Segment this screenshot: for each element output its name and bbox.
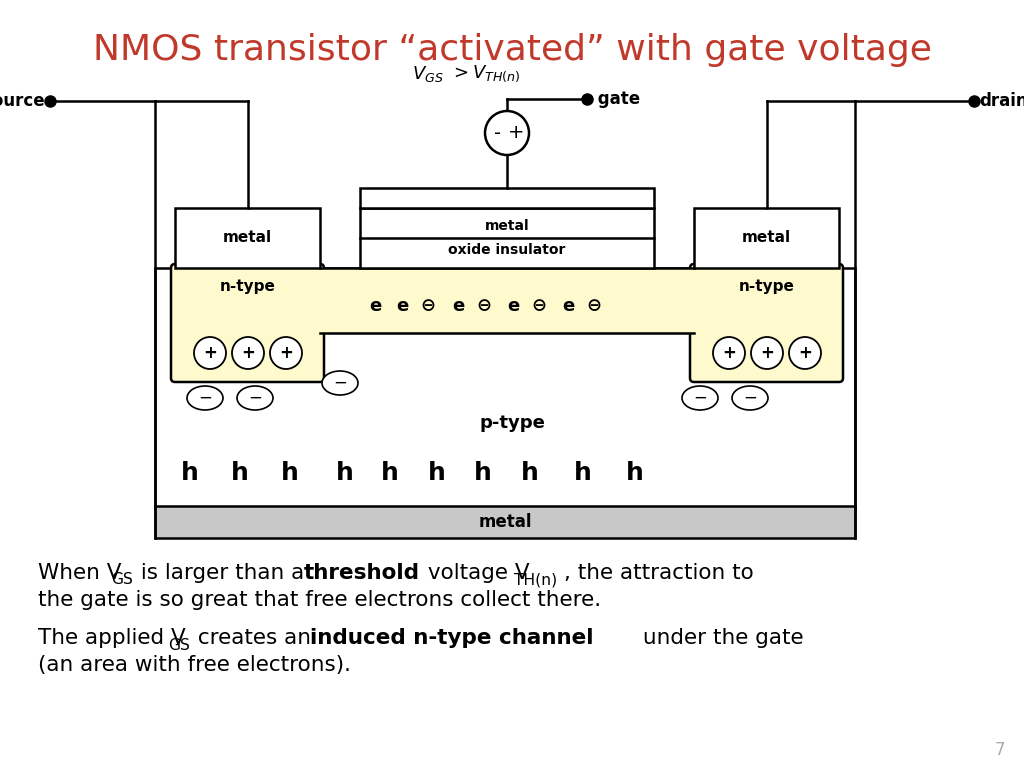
Text: h: h xyxy=(474,461,492,485)
Ellipse shape xyxy=(187,386,223,410)
Circle shape xyxy=(270,337,302,369)
Circle shape xyxy=(751,337,783,369)
Bar xyxy=(360,188,654,208)
Text: e: e xyxy=(452,297,464,315)
Text: +: + xyxy=(760,344,774,362)
Text: 7: 7 xyxy=(994,741,1005,759)
Text: h: h xyxy=(281,461,299,485)
Bar xyxy=(155,506,855,538)
Circle shape xyxy=(790,337,821,369)
Text: -: - xyxy=(495,124,502,143)
Text: n-type: n-type xyxy=(219,279,275,293)
Text: $V_{GS}$: $V_{GS}$ xyxy=(412,64,443,84)
Text: h: h xyxy=(381,461,399,485)
Text: +: + xyxy=(280,344,293,362)
Text: TH(n): TH(n) xyxy=(514,572,557,588)
Text: −: − xyxy=(248,389,262,407)
Ellipse shape xyxy=(682,386,718,410)
Bar xyxy=(175,208,319,268)
Text: metal: metal xyxy=(742,230,792,246)
Text: oxide insulator: oxide insulator xyxy=(449,243,565,257)
Text: h: h xyxy=(181,461,199,485)
Circle shape xyxy=(485,111,529,155)
Text: drain: drain xyxy=(979,92,1024,110)
Text: +: + xyxy=(203,344,217,362)
Text: gate: gate xyxy=(592,90,640,108)
Text: ⊖: ⊖ xyxy=(476,297,492,315)
Bar xyxy=(694,208,839,268)
Text: h: h xyxy=(574,461,592,485)
Text: +: + xyxy=(722,344,736,362)
Text: GS: GS xyxy=(111,572,133,588)
Text: under the gate: under the gate xyxy=(636,628,804,648)
Text: e: e xyxy=(369,297,381,315)
Text: , the attraction to: , the attraction to xyxy=(564,563,754,583)
Text: h: h xyxy=(626,461,644,485)
Text: h: h xyxy=(521,461,539,485)
Bar xyxy=(155,268,855,508)
Text: voltage V: voltage V xyxy=(421,563,529,583)
Text: ⊖: ⊖ xyxy=(421,297,435,315)
FancyBboxPatch shape xyxy=(690,264,843,382)
Text: $ > V_{TH(n)}$: $ > V_{TH(n)}$ xyxy=(450,64,520,84)
Text: ⊖: ⊖ xyxy=(587,297,601,315)
Text: metal: metal xyxy=(484,219,529,233)
Text: −: − xyxy=(333,374,347,392)
Bar xyxy=(360,208,654,268)
Text: +: + xyxy=(798,344,812,362)
Text: n-type: n-type xyxy=(738,279,795,293)
Text: creates an: creates an xyxy=(191,628,317,648)
Text: NMOS transistor “activated” with gate voltage: NMOS transistor “activated” with gate vo… xyxy=(92,33,932,67)
Text: metal: metal xyxy=(478,513,531,531)
Text: −: − xyxy=(693,389,707,407)
Ellipse shape xyxy=(732,386,768,410)
Text: is larger than a: is larger than a xyxy=(134,563,311,583)
Text: e: e xyxy=(562,297,574,315)
Circle shape xyxy=(194,337,226,369)
Text: the gate is so great that free electrons collect there.: the gate is so great that free electrons… xyxy=(38,590,601,610)
Text: threshold: threshold xyxy=(304,563,420,583)
Text: induced n-type channel: induced n-type channel xyxy=(310,628,594,648)
Text: −: − xyxy=(198,389,212,407)
Text: e: e xyxy=(507,297,519,315)
Ellipse shape xyxy=(322,371,358,395)
Text: p-type: p-type xyxy=(479,414,545,432)
Text: h: h xyxy=(336,461,354,485)
Text: ⊖: ⊖ xyxy=(531,297,547,315)
Ellipse shape xyxy=(237,386,273,410)
Text: GS: GS xyxy=(168,637,189,653)
Text: +: + xyxy=(241,344,255,362)
Text: source: source xyxy=(0,92,45,110)
Circle shape xyxy=(232,337,264,369)
Text: metal: metal xyxy=(223,230,272,246)
Bar xyxy=(319,268,694,333)
Text: (an area with free electrons).: (an area with free electrons). xyxy=(38,655,351,675)
Text: −: − xyxy=(743,389,757,407)
Text: +: + xyxy=(508,124,524,143)
Circle shape xyxy=(713,337,745,369)
Text: When V: When V xyxy=(38,563,122,583)
Text: The applied V: The applied V xyxy=(38,628,185,648)
FancyBboxPatch shape xyxy=(171,264,324,382)
Text: h: h xyxy=(428,461,445,485)
Text: e: e xyxy=(396,297,409,315)
Text: h: h xyxy=(231,461,249,485)
